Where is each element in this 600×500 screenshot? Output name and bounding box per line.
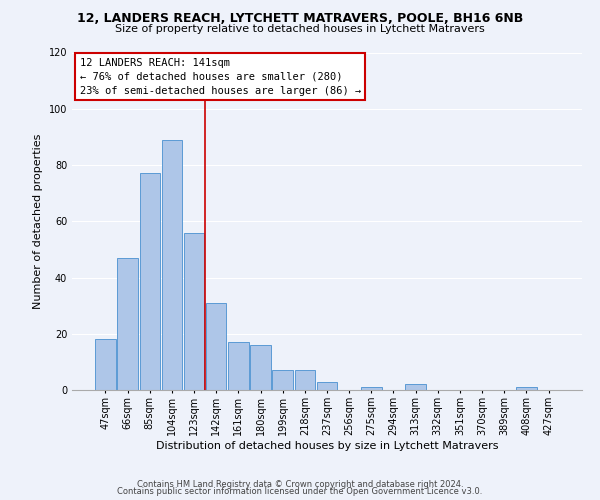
- Bar: [250, 345, 271, 390]
- Bar: [184, 232, 204, 390]
- Bar: [206, 303, 226, 390]
- Bar: [118, 258, 138, 390]
- Bar: [161, 140, 182, 390]
- Text: Contains HM Land Registry data © Crown copyright and database right 2024.: Contains HM Land Registry data © Crown c…: [137, 480, 463, 489]
- Bar: [516, 387, 536, 390]
- Text: Contains public sector information licensed under the Open Government Licence v3: Contains public sector information licen…: [118, 487, 482, 496]
- Bar: [95, 340, 116, 390]
- Bar: [361, 387, 382, 390]
- Bar: [228, 342, 248, 390]
- Text: Size of property relative to detached houses in Lytchett Matravers: Size of property relative to detached ho…: [115, 24, 485, 34]
- Bar: [406, 384, 426, 390]
- Bar: [317, 382, 337, 390]
- Bar: [295, 370, 315, 390]
- Text: 12, LANDERS REACH, LYTCHETT MATRAVERS, POOLE, BH16 6NB: 12, LANDERS REACH, LYTCHETT MATRAVERS, P…: [77, 12, 523, 26]
- Text: 12 LANDERS REACH: 141sqm
← 76% of detached houses are smaller (280)
23% of semi-: 12 LANDERS REACH: 141sqm ← 76% of detach…: [80, 58, 361, 96]
- X-axis label: Distribution of detached houses by size in Lytchett Matravers: Distribution of detached houses by size …: [156, 440, 498, 450]
- Y-axis label: Number of detached properties: Number of detached properties: [33, 134, 43, 309]
- Bar: [140, 174, 160, 390]
- Bar: [272, 370, 293, 390]
